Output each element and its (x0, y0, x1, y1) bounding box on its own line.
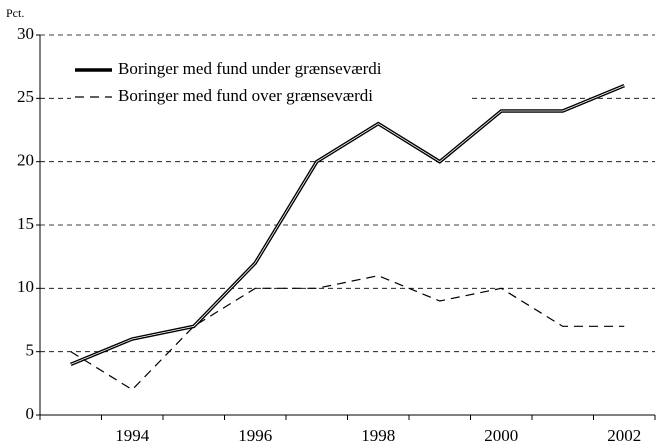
line-series-inner (70, 85, 625, 365)
y-tick-label: 15 (17, 214, 34, 233)
line-series (70, 275, 625, 391)
y-tick-label: 0 (26, 404, 35, 423)
x-tick-label: 1998 (361, 426, 395, 445)
legend-label: Boringer med fund over grænseværdi (118, 86, 373, 105)
legend-label: Boringer med fund under grænseværdi (118, 59, 382, 78)
x-tick-label: 2000 (484, 426, 518, 445)
y-tick-label: 20 (17, 151, 34, 170)
x-tick-label: 2002 (607, 426, 641, 445)
x-tick-label: 1996 (238, 426, 272, 445)
y-axis-label: Pct. (6, 6, 24, 20)
y-tick-label: 25 (17, 87, 34, 106)
y-tick-label: 5 (26, 341, 35, 360)
x-tick-label: 1994 (115, 426, 150, 445)
y-tick-label: 10 (17, 277, 34, 296)
legend-background (71, 56, 471, 108)
y-tick-label: 30 (17, 24, 34, 43)
